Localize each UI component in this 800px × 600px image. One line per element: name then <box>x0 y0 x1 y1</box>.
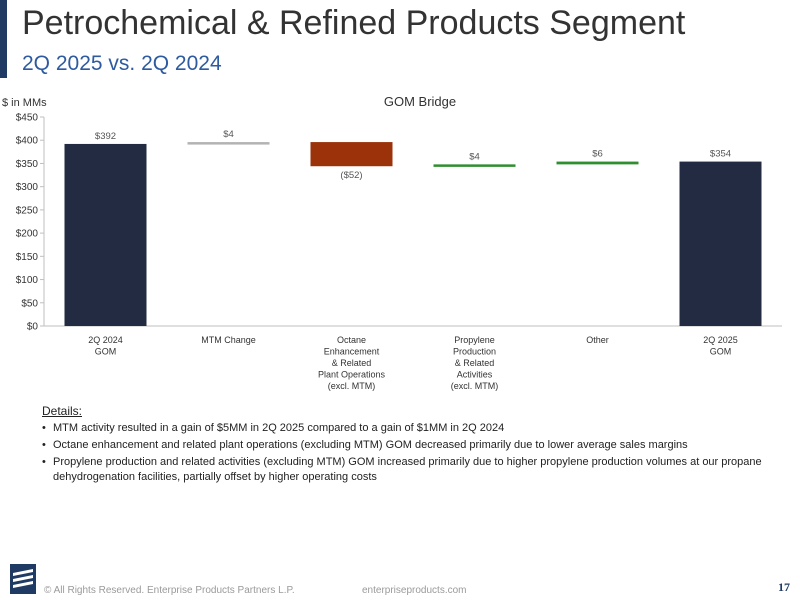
x-tick-label: MTM Change <box>201 335 256 345</box>
details-section: Details: MTM activity resulted in a gain… <box>42 404 782 487</box>
x-tick-label: Propylene <box>454 335 495 345</box>
data-label: $6 <box>592 149 603 160</box>
x-tick-label: (excl. MTM) <box>328 381 376 391</box>
website-link[interactable]: enterpriseproducts.com <box>362 585 467 596</box>
x-tick-label: Plant Operations <box>318 370 386 380</box>
data-label: $4 <box>469 151 480 162</box>
y-tick-label: $50 <box>21 298 38 309</box>
y-tick-label: $200 <box>16 229 39 240</box>
y-tick-label: $250 <box>16 205 39 216</box>
x-tick-label: & Related <box>455 358 495 368</box>
details-bullet: MTM activity resulted in a gain of $5MM … <box>42 421 782 436</box>
x-tick-label: Octane <box>337 335 366 345</box>
details-bullet: Octane enhancement and related plant ope… <box>42 438 782 453</box>
title-accent-bar <box>0 0 7 78</box>
y-tick-label: $400 <box>16 136 39 147</box>
y-tick-label: $0 <box>27 322 39 333</box>
bar-total <box>679 161 762 326</box>
bar-increase <box>433 164 516 167</box>
x-tick-label: (excl. MTM) <box>451 381 499 391</box>
y-axis-label: $ in MMs <box>2 97 47 109</box>
gom-bridge-chart: GOM Bridge $ in MMs $0 $50 $100 $150 $200 $250 $… <box>2 94 782 391</box>
data-label: $4 <box>223 129 234 140</box>
bar-decrease <box>310 142 393 167</box>
y-tick-label: $350 <box>16 159 39 170</box>
x-tick-label: & Related <box>332 358 372 368</box>
chart-title: GOM Bridge <box>384 94 456 109</box>
x-tick-label: Production <box>453 347 496 357</box>
x-tick-label: Activities <box>457 370 493 380</box>
y-tick-label: $150 <box>16 252 39 263</box>
x-tick-label: 2Q 2025 <box>703 335 738 345</box>
y-tick-label: $300 <box>16 182 39 193</box>
copyright-text: © All Rights Reserved. Enterprise Produc… <box>44 585 295 596</box>
details-bullet-list: MTM activity resulted in a gain of $5MM … <box>42 421 782 485</box>
bar-total <box>64 143 147 326</box>
x-tick-label: GOM <box>710 347 732 357</box>
data-label: ($52) <box>340 170 362 181</box>
details-heading: Details: <box>42 404 83 418</box>
bar-neutral <box>187 142 270 145</box>
x-tick-label: GOM <box>95 347 117 357</box>
bar-increase <box>556 161 639 165</box>
x-tick-label: 2Q 2024 <box>88 335 123 345</box>
y-tick-label: $100 <box>16 275 39 286</box>
enterprise-logo-icon <box>10 564 36 594</box>
page-subtitle: 2Q 2025 vs. 2Q 2024 <box>22 52 222 75</box>
page-number: 17 <box>778 580 790 594</box>
x-tick-label: Enhancement <box>324 347 380 357</box>
details-bullet: Propylene production and related activit… <box>42 455 782 485</box>
x-tick-label: Other <box>586 335 609 345</box>
y-tick-label: $450 <box>16 113 39 124</box>
page-title: Petrochemical & Refined Products Segment <box>22 4 686 42</box>
data-label: $392 <box>95 131 116 142</box>
data-label: $354 <box>710 149 731 160</box>
